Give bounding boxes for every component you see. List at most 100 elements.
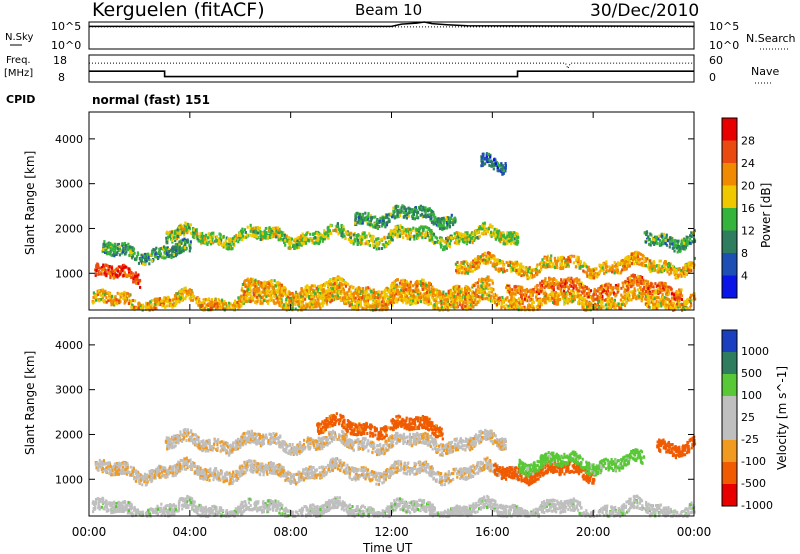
- data-cell: [127, 246, 130, 249]
- data-cell: [254, 280, 257, 284]
- data-cell: [577, 299, 580, 303]
- data-cell: [387, 302, 390, 306]
- data-cell: [375, 296, 378, 299]
- data-cell: [546, 297, 550, 301]
- data-cell: [594, 303, 597, 306]
- data-cell: [284, 243, 287, 247]
- data-cell: [107, 299, 110, 303]
- data-cell: [413, 301, 416, 305]
- data-cell: [401, 231, 404, 235]
- data-cell: [163, 245, 166, 249]
- data-cell: [641, 293, 644, 297]
- data-cell: [328, 298, 331, 301]
- data-cell: [606, 300, 610, 304]
- data-cell: [99, 293, 103, 297]
- data-cell: [213, 304, 216, 308]
- data-cell: [455, 305, 459, 309]
- data-cell: [102, 299, 105, 303]
- data-cell: [232, 242, 235, 246]
- data-cell: [659, 302, 662, 306]
- data-cell: [401, 286, 404, 290]
- data-cell: [179, 296, 182, 300]
- data-cell: [184, 297, 187, 301]
- data-cell: [638, 291, 641, 295]
- data-cell: [121, 242, 124, 246]
- data-cell: [287, 239, 291, 243]
- data-cell: [668, 301, 671, 305]
- data-cell: [321, 291, 324, 295]
- data-cell: [166, 230, 169, 234]
- data-cell: [150, 302, 153, 306]
- data-cell: [453, 241, 456, 245]
- data-cell: [319, 287, 322, 291]
- data-cell: [355, 302, 358, 306]
- data-cell: [629, 290, 632, 294]
- data-cell: [274, 284, 277, 288]
- data-cell: [103, 265, 106, 269]
- data-cell: [437, 240, 440, 244]
- data-cell: [284, 299, 287, 303]
- data-cell: [352, 293, 355, 297]
- data-cell: [174, 242, 177, 246]
- data-cell: [271, 229, 274, 233]
- data-cell: [690, 298, 693, 302]
- nave-series-line: [89, 62, 694, 70]
- data-cell: [100, 266, 104, 269]
- data-cell: [645, 294, 648, 298]
- data-cell: [450, 303, 453, 307]
- data-cell: [455, 298, 458, 302]
- data-cell: [115, 273, 118, 277]
- data-cell: [297, 303, 300, 306]
- data-cell: [352, 291, 355, 295]
- data-cell: [104, 243, 107, 247]
- data-cell: [108, 292, 111, 296]
- data-cell: [344, 237, 347, 241]
- data-cell: [163, 251, 166, 255]
- data-cell: [314, 292, 317, 296]
- data-cell: [200, 303, 203, 307]
- data-cell: [181, 294, 184, 298]
- data-cell: [335, 280, 338, 284]
- data-cell: [380, 218, 383, 222]
- data-cell: [406, 301, 409, 305]
- data-cell: [535, 305, 538, 308]
- data-cell: [502, 242, 505, 246]
- data-cell: [475, 288, 478, 292]
- data-cell: [434, 293, 437, 297]
- data-cell: [433, 288, 436, 292]
- data-cell: [402, 288, 405, 292]
- data-cell: [165, 236, 168, 240]
- data-cell: [157, 251, 161, 255]
- data-cell: [424, 296, 427, 300]
- data-cell: [320, 237, 324, 241]
- data-cell: [250, 296, 253, 299]
- data-cell: [283, 286, 286, 289]
- data-cell: [537, 303, 540, 307]
- data-cell: [388, 288, 391, 292]
- data-cell: [244, 292, 247, 296]
- data-cell: [377, 304, 380, 308]
- data-cell: [470, 293, 473, 297]
- data-cell: [349, 236, 352, 240]
- data-cell: [609, 297, 612, 301]
- data-cell: [416, 289, 419, 293]
- data-cell: [188, 243, 191, 247]
- data-cell: [222, 307, 225, 311]
- data-cell: [490, 288, 493, 292]
- data-cell: [204, 298, 207, 301]
- data-cell: [516, 232, 519, 236]
- data-cell: [157, 257, 160, 261]
- data-cell: [605, 298, 608, 301]
- data-cell: [256, 283, 259, 287]
- data-cell: [258, 293, 261, 297]
- data-cell: [402, 227, 405, 231]
- data-cell: [119, 295, 122, 299]
- data-cell: [428, 294, 431, 298]
- data-cell: [288, 241, 291, 245]
- data-cell: [393, 296, 396, 300]
- data-cell: [138, 257, 141, 260]
- data-cell: [154, 302, 157, 306]
- data-cell: [340, 224, 344, 228]
- data-cell: [412, 212, 415, 216]
- data-cell: [123, 295, 126, 299]
